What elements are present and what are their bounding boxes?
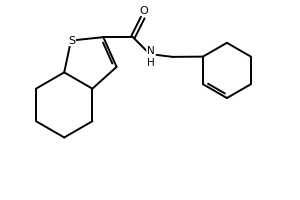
- Text: N
H: N H: [147, 46, 154, 68]
- Text: O: O: [140, 6, 148, 16]
- Text: S: S: [68, 36, 76, 46]
